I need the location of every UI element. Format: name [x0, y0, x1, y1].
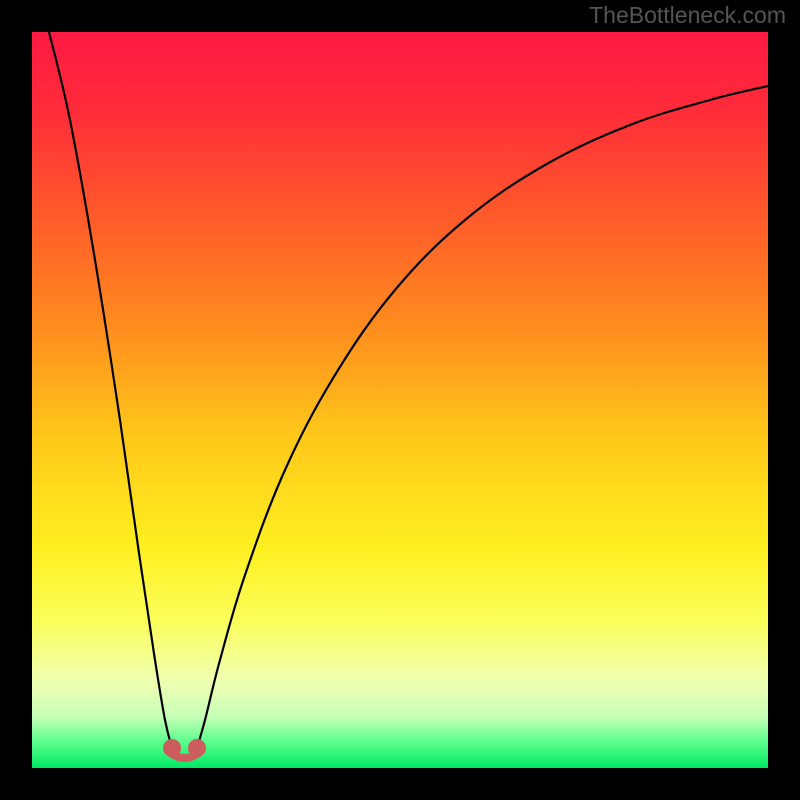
watermark-text: TheBottleneck.com [589, 2, 786, 29]
endpoint-right-marker [188, 739, 206, 757]
bottleneck-chart-svg [0, 0, 800, 800]
endpoint-left-marker [163, 739, 181, 757]
chart-container: TheBottleneck.com [0, 0, 800, 800]
plot-background [32, 32, 768, 768]
